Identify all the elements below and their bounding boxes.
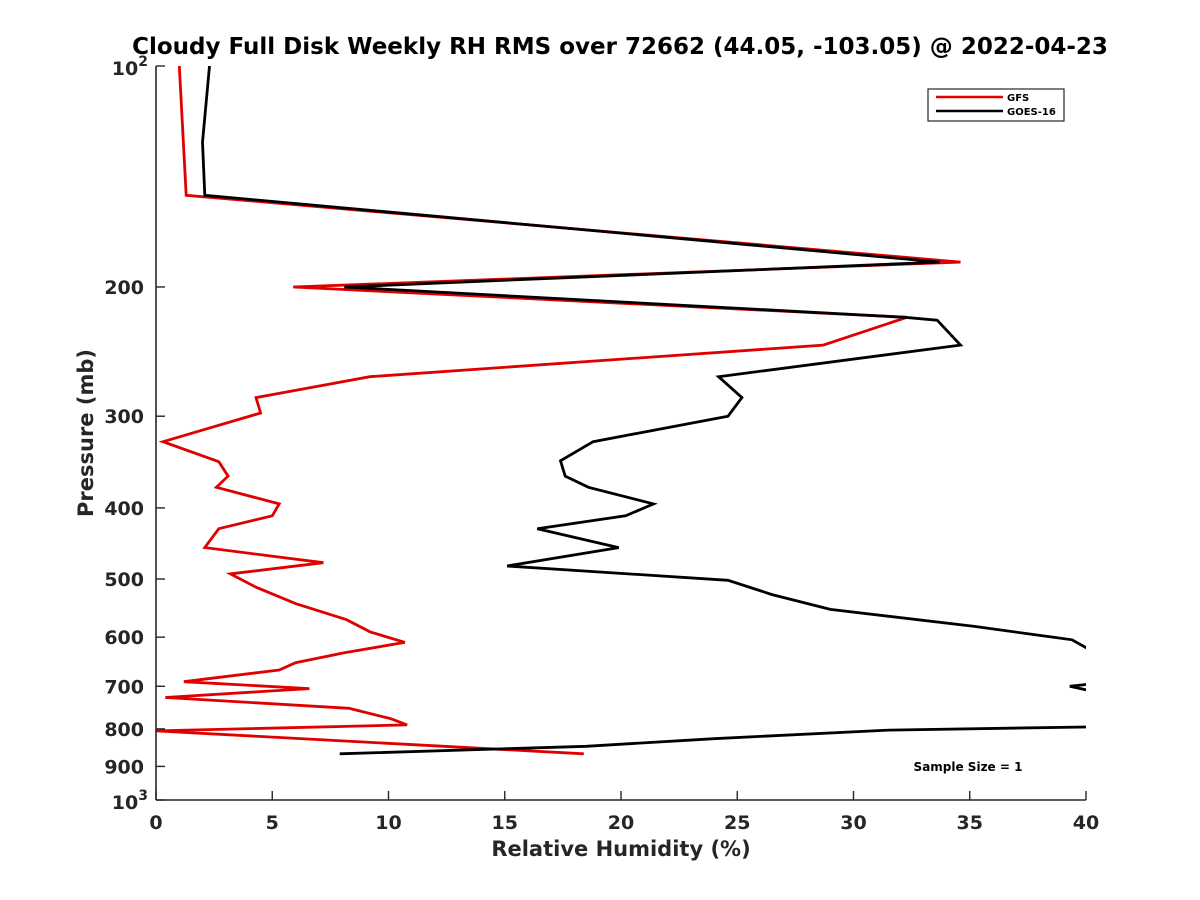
legend-label-goes-16: GOES-16 bbox=[1007, 107, 1056, 118]
x-axis-ticks: 0 5 10 15 20 25 30 35 40 bbox=[149, 791, 1099, 834]
y-tick-label-exponent: 3 bbox=[138, 788, 148, 804]
y-tick-label-base: 10 bbox=[112, 792, 138, 814]
x-tick-label: 15 bbox=[492, 812, 518, 834]
series-line-goes-16 bbox=[201, 66, 1086, 756]
legend-label-gfs: GFS bbox=[1007, 93, 1029, 104]
x-tick-label: 25 bbox=[724, 812, 750, 834]
y-tick-label: 300 bbox=[104, 406, 144, 428]
x-tick-label: 10 bbox=[375, 812, 401, 834]
x-tick-label: 40 bbox=[1073, 812, 1099, 834]
sample-size-annotation: Sample Size = 1 bbox=[914, 760, 1023, 774]
y-tick-label: 700 bbox=[104, 676, 144, 698]
y-tick-label: 400 bbox=[104, 498, 144, 520]
y-tick-label: 102 bbox=[112, 54, 148, 80]
y-axis-label: Pressure (mb) bbox=[74, 349, 98, 517]
x-tick-label: 20 bbox=[608, 812, 634, 834]
y-tick-label: 800 bbox=[104, 719, 144, 741]
series-line-gfs bbox=[156, 66, 961, 756]
y-tick-label-exponent: 2 bbox=[138, 54, 148, 70]
x-tick-label: 30 bbox=[840, 812, 866, 834]
y-tick-label: 500 bbox=[104, 569, 144, 591]
y-tick-label: 900 bbox=[104, 756, 144, 778]
chart-title: Cloudy Full Disk Weekly RH RMS over 7266… bbox=[132, 34, 1108, 60]
x-tick-label: 0 bbox=[149, 812, 162, 834]
plot-area: 0 5 10 15 20 25 30 35 40 10220030040050060070080… bbox=[104, 54, 1099, 834]
legend: GFS GOES-16 bbox=[927, 88, 1065, 122]
y-tick-label: 103 bbox=[112, 788, 148, 814]
series-layer bbox=[156, 66, 1086, 756]
y-tick-label-base: 10 bbox=[112, 58, 138, 80]
y-tick-label: 200 bbox=[104, 277, 144, 299]
x-axis-label: Relative Humidity (%) bbox=[491, 837, 750, 861]
legend-box bbox=[927, 88, 1065, 122]
x-tick-label: 5 bbox=[266, 812, 279, 834]
y-tick-label: 600 bbox=[104, 627, 144, 649]
x-tick-label: 35 bbox=[957, 812, 983, 834]
